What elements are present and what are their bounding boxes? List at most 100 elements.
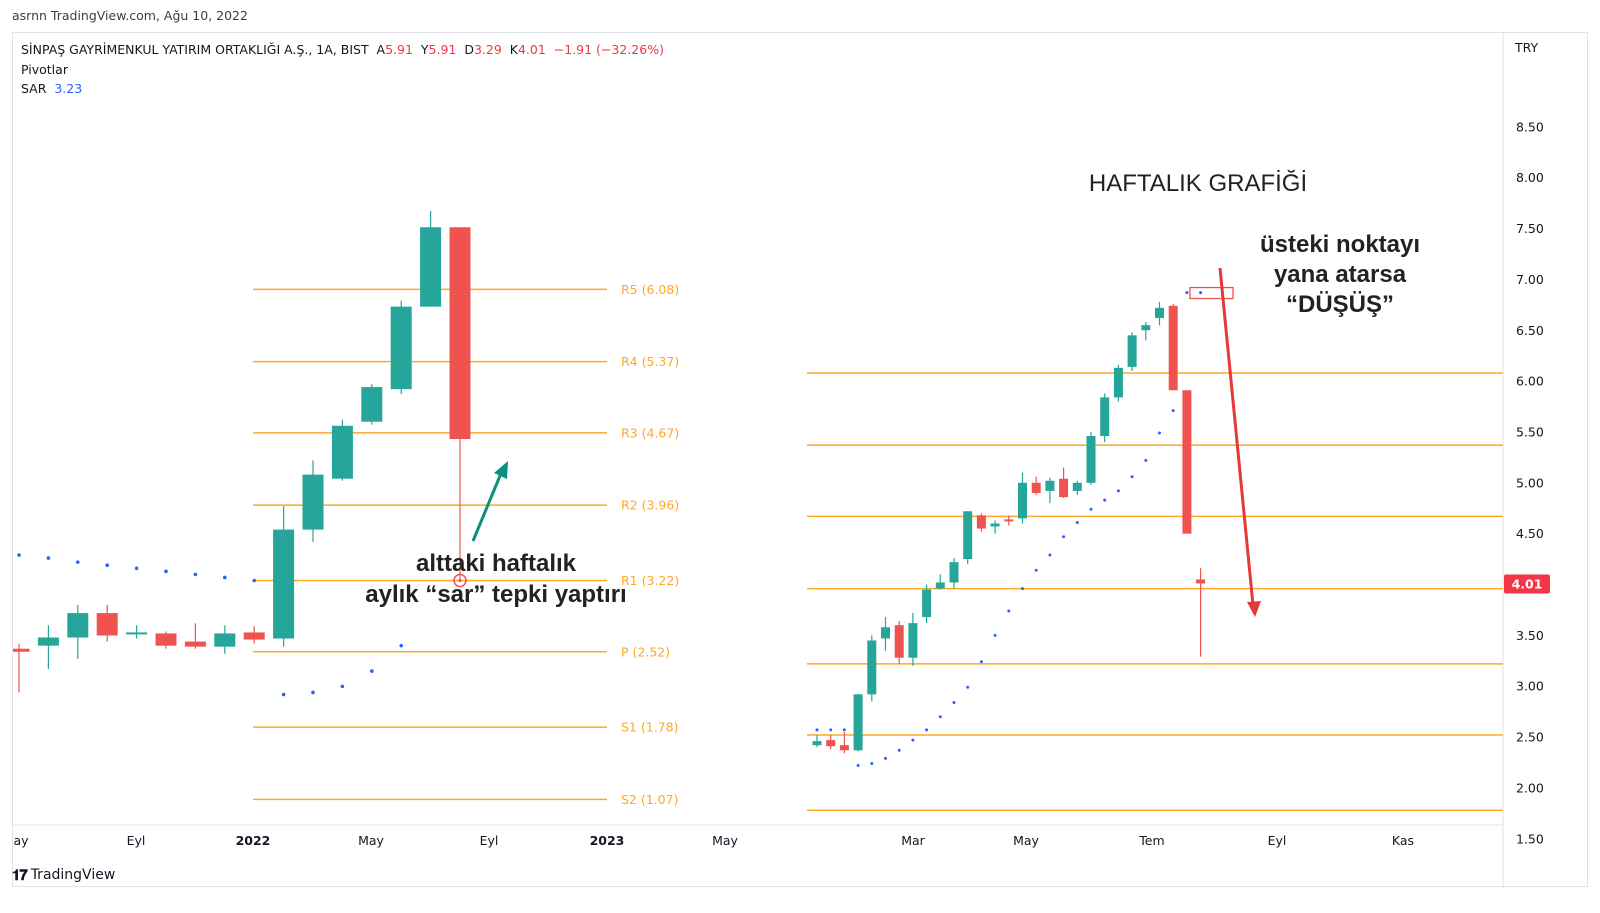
monthly-candle <box>331 425 353 479</box>
monthly-sar-dot <box>399 643 404 648</box>
legend-high: 5.91 <box>428 42 457 57</box>
monthly-pivot-label: P (2.52) <box>621 644 670 659</box>
weekly-sar-dot <box>1034 568 1038 572</box>
weekly-candle <box>1004 519 1014 522</box>
weekly-sar-dot <box>1048 553 1052 557</box>
price-tick-label: 8.50 <box>1516 119 1544 134</box>
weekly-candle <box>1196 579 1206 584</box>
price-tick-label: 4.50 <box>1516 526 1544 541</box>
green-arrow-head <box>494 461 508 479</box>
monthly-candle <box>13 648 30 652</box>
weekly-candle <box>908 623 918 658</box>
monthly-candle <box>214 633 236 647</box>
red-annotation-text: “DÜŞÜŞ” <box>1286 291 1394 318</box>
time-tick-label: 2022 <box>236 833 271 848</box>
legend-pivots-label: Pivotlar <box>21 61 68 77</box>
monthly-candle <box>390 306 412 390</box>
weekly-sar-dot <box>1130 475 1134 479</box>
price-tick-label: 5.00 <box>1516 475 1544 490</box>
chart-caption: asrnn TradingView.com, Ağu 10, 2022 <box>12 8 248 23</box>
weekly-sar-dot <box>1116 489 1120 493</box>
monthly-candle <box>420 227 442 307</box>
weekly-sar-dot <box>1171 409 1175 413</box>
weekly-candle <box>935 582 945 589</box>
weekly-sar-dot <box>952 700 956 704</box>
green-annotation-text: aylık “sar” tepki yaptırı <box>365 581 626 608</box>
monthly-pivot-label: R1 (3.22) <box>621 573 679 588</box>
weekly-candle <box>1018 482 1027 519</box>
brand-name: TradingView <box>30 867 116 883</box>
legend-low: 3.29 <box>473 42 502 57</box>
weekly-candle <box>949 562 959 583</box>
price-tick-label: 7.00 <box>1516 272 1544 287</box>
weekly-chart-title: HAFTALIK GRAFİĞİ <box>1089 170 1307 197</box>
legend-ohlc-line: SİNPAŞ GAYRİMENKUL YATIRIM ORTAKLIĞI A.Ş… <box>21 40 664 60</box>
weekly-candle <box>976 515 986 529</box>
monthly-candle <box>67 613 89 638</box>
weekly-candle <box>1113 367 1123 398</box>
weekly-sar-dot <box>925 728 929 732</box>
monthly-pivot-label: S2 (1.07) <box>621 792 678 807</box>
weekly-candle <box>826 740 836 747</box>
monthly-candle <box>243 632 265 640</box>
weekly-candle <box>867 640 877 695</box>
weekly-sar-dot <box>938 715 942 719</box>
legend-close-label: K <box>509 42 518 57</box>
monthly-sar-dot <box>105 563 109 568</box>
red-annotation-text: yana atarsa <box>1274 261 1407 288</box>
weekly-candle <box>839 745 849 751</box>
monthly-candle <box>449 227 471 439</box>
sar-highlight-box <box>1189 286 1234 300</box>
weekly-candle <box>1045 480 1055 491</box>
monthly-sar-dot <box>193 572 198 577</box>
weekly-candle <box>1141 325 1151 331</box>
price-tick-label: 2.00 <box>1516 780 1544 795</box>
legend-pivots[interactable]: Pivotlar <box>21 60 664 80</box>
weekly-candle <box>894 625 904 658</box>
legend-close: 4.01 <box>517 42 546 57</box>
weekly-sar-dot <box>1075 520 1079 524</box>
legend-sar[interactable]: SAR 3.23 <box>21 79 664 99</box>
monthly-pivot-label: S1 (1.78) <box>621 720 678 735</box>
legend-symbol: SİNPAŞ GAYRİMENKUL YATIRIM ORTAKLIĞI A.Ş… <box>21 42 369 57</box>
monthly-pivot-label: R3 (4.67) <box>621 425 679 440</box>
weekly-sar-dot <box>1158 431 1161 435</box>
weekly-candle <box>881 627 890 639</box>
legend-change: −1.91 (−32.26%) <box>553 42 664 57</box>
time-tick-label: Kas <box>1392 833 1414 848</box>
price-tick-label: 6.00 <box>1516 374 1544 389</box>
price-tick-label: 3.50 <box>1516 628 1544 643</box>
legend-open: 5.91 <box>385 42 413 57</box>
monthly-candle <box>37 637 59 646</box>
monthly-sar-dot <box>252 578 256 583</box>
tradingview-logo-icon: 𝟏𝟕 <box>12 866 28 884</box>
price-tick-label: 5.50 <box>1516 424 1544 439</box>
monthly-sar-dot <box>76 560 80 564</box>
weekly-candle <box>812 741 822 746</box>
monthly-sar-dot <box>370 669 374 673</box>
last-price-badge-text: 4.01 <box>1512 576 1543 591</box>
weekly-sar-dot <box>870 761 874 765</box>
legend-high-label: Y <box>420 42 429 57</box>
price-tick-label: 7.50 <box>1516 221 1544 236</box>
monthly-sar-dot <box>134 566 139 571</box>
weekly-sar-dot <box>979 660 983 664</box>
weekly-candle <box>1155 307 1164 319</box>
monthly-sar-dot <box>223 575 227 580</box>
monthly-candle <box>361 387 383 422</box>
weekly-sar-dot <box>1103 498 1107 502</box>
time-tick-label: 2023 <box>590 833 625 848</box>
weekly-sar-dot <box>815 728 819 732</box>
time-tick-label: Eyl <box>1268 833 1287 848</box>
weekly-sar-dot <box>856 764 860 768</box>
green-annotation-text: alttaki haftalık <box>416 550 577 577</box>
weekly-candle <box>1072 482 1082 491</box>
tradingview-brand[interactable]: 𝟏𝟕 TradingView <box>12 866 115 884</box>
price-chart[interactable]: TRY 8.50 8.00 7.50 7.00 6.50 6.00 5.50 5.00 4.50 4… <box>13 33 1589 888</box>
red-annotation-text: üsteki noktayı <box>1260 231 1420 258</box>
currency-label: TRY <box>1514 40 1539 55</box>
legend-sar-label: SAR <box>21 81 47 96</box>
time-tick-label: May <box>1013 833 1039 848</box>
monthly-sar-dot <box>164 569 168 574</box>
weekly-candle <box>1059 478 1069 498</box>
